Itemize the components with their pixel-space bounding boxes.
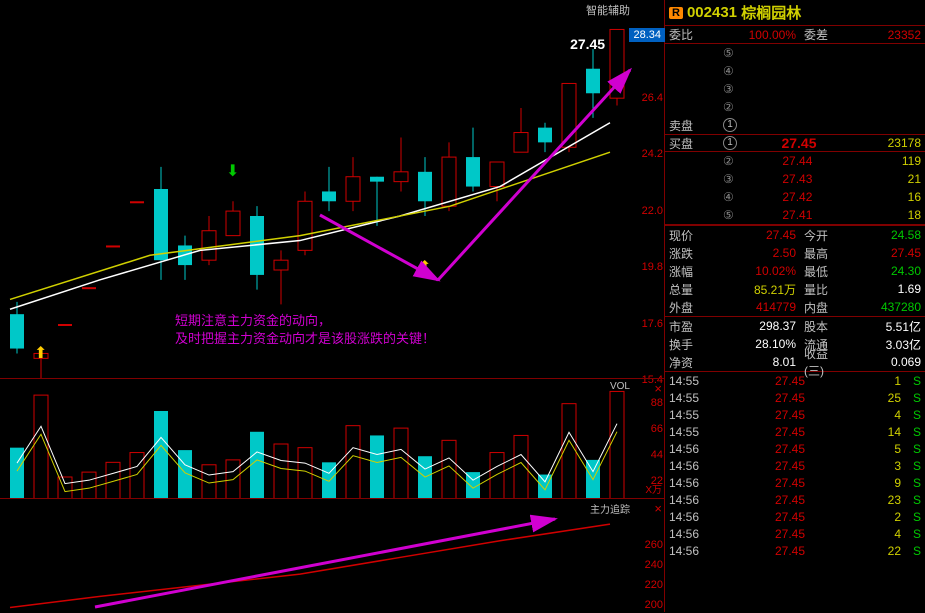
ask-row: ② — [665, 98, 925, 116]
annotation-text: 短期注意主力资金的动向， 及时把握主力资金动向才是该股涨跌的关键！ — [175, 312, 435, 348]
svg-text:⬇: ⬇ — [226, 163, 239, 180]
tick-row: 14:5627.459S — [665, 474, 925, 491]
quote-row: 外盘414779内盘437280 — [665, 298, 925, 316]
quote-panel: R 002431 棕榈园林 委比 100.00% 委差 23352 ⑤④③② 卖… — [665, 0, 925, 612]
tick-row: 14:5627.452S — [665, 508, 925, 525]
quote-row: 涨幅10.02%最低24.30 — [665, 262, 925, 280]
track-svg — [0, 499, 635, 613]
bid-row: ⑤27.4118 — [665, 206, 925, 224]
stock-name: 棕榈园林 — [741, 2, 801, 23]
bid-row: ②27.44119 — [665, 152, 925, 170]
ask-row: ④ — [665, 62, 925, 80]
ask-row: ⑤ — [665, 44, 925, 62]
price-axis: 26.424.222.019.817.615.4 — [635, 0, 665, 378]
stats-grid: 市盈298.37股本5.51亿换手28.10%流通3.03亿净资8.01收益(三… — [665, 317, 925, 372]
quote-row: 现价27.45今开24.58 — [665, 226, 925, 244]
tick-row: 14:5527.454S — [665, 406, 925, 423]
stock-header[interactable]: R 002431 棕榈园林 — [665, 0, 925, 26]
tick-row: 14:5627.455S — [665, 440, 925, 457]
bid-row: ④27.4216 — [665, 188, 925, 206]
quote-row: 涨跌2.50最高27.45 — [665, 244, 925, 262]
stat-row: 换手28.10%流通3.03亿 — [665, 335, 925, 353]
r-badge: R — [669, 7, 683, 19]
tick-row: 14:5627.453S — [665, 457, 925, 474]
vol-axis: 88664422 — [635, 379, 665, 498]
track-chart[interactable]: 主力追踪 × 260240220200 — [0, 498, 665, 612]
tick-list: 14:5527.451S14:5527.4525S14:5527.454S14:… — [665, 372, 925, 559]
vol-svg — [0, 379, 635, 499]
ask-book: ⑤④③② — [665, 44, 925, 116]
smart-assist-label: 智能辅助 — [586, 2, 630, 18]
tick-row: 14:5527.4525S — [665, 389, 925, 406]
stat-row: 净资8.01收益(三)0.069 — [665, 353, 925, 371]
svg-text:⬆: ⬆ — [34, 345, 47, 362]
ask-row: ③ — [665, 80, 925, 98]
stock-code: 002431 — [687, 4, 737, 21]
tick-row: 14:5627.4523S — [665, 491, 925, 508]
quote-row: 总量85.21万量比1.69 — [665, 280, 925, 298]
tick-row: 14:5527.451S — [665, 372, 925, 389]
tick-row: 14:5527.4514S — [665, 423, 925, 440]
bid-label-row: 买盘1 27.45 23178 — [665, 134, 925, 152]
track-axis: 260240220200 — [635, 499, 665, 612]
stat-row: 市盈298.37股本5.51亿 — [665, 317, 925, 335]
volume-chart[interactable]: VOL × X万 88664422 — [0, 378, 665, 498]
current-price-label: 27.45 → — [570, 36, 623, 52]
quote-grid: 现价27.45今开24.58涨跌2.50最高27.45涨幅10.02%最低24.… — [665, 225, 925, 317]
chart-panel[interactable]: 智能辅助 27.45 → 28.34 ⬆⬇⬆ 短期注意主力资金的动向， 及时把握… — [0, 0, 665, 612]
tick-row: 14:5627.454S — [665, 525, 925, 542]
bid-row: ③27.4321 — [665, 170, 925, 188]
weibi-row: 委比 100.00% 委差 23352 — [665, 26, 925, 44]
tick-row: 14:5627.4522S — [665, 542, 925, 559]
ask-label-row: 卖盘1 — [665, 116, 925, 134]
svg-text:⬆: ⬆ — [418, 259, 431, 276]
candlestick-chart[interactable]: 智能辅助 27.45 → 28.34 ⬆⬇⬆ 短期注意主力资金的动向， 及时把握… — [0, 0, 665, 378]
bid-book: ②27.44119③27.4321④27.4216⑤27.4118 — [665, 152, 925, 225]
